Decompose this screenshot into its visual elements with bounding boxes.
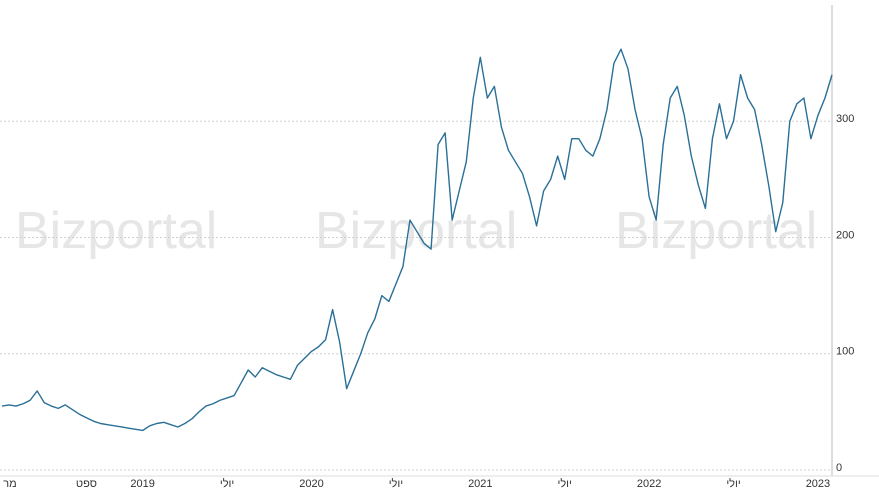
x-tick-label: 2022 [637,478,661,490]
price-line [1,48,833,432]
y-tick-label: 100 [836,346,854,358]
y-tick-label: 200 [836,229,854,241]
watermark: Bizportal [615,202,817,260]
x-tick-label: יולי [389,477,403,490]
x-tick-label: יולי [220,477,234,490]
x-tick-label: 2021 [468,478,492,490]
x-tick-label: 2019 [130,478,154,490]
y-tick-label: 0 [836,462,842,474]
x-tick-label: מר [3,478,16,490]
x-tick-label: 2023 [806,478,830,490]
watermark: Bizportal [15,202,217,260]
x-tick-label: יולי [558,477,572,490]
x-tick-label: 2020 [299,478,323,490]
x-tick-label: ספט [76,478,97,490]
y-tick-label: 300 [836,113,854,125]
x-tick-label: יולי [726,477,740,490]
